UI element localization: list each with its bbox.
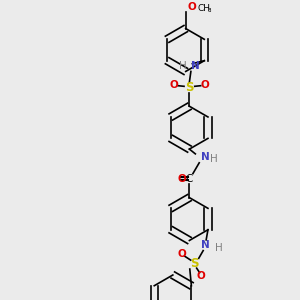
Text: N: N: [191, 61, 200, 71]
Text: N: N: [201, 152, 209, 162]
Text: S: S: [185, 81, 194, 94]
Text: H: H: [215, 243, 223, 253]
Text: O: O: [196, 271, 205, 281]
Text: CH: CH: [197, 4, 210, 13]
Text: O: O: [177, 174, 186, 184]
Text: H: H: [210, 154, 218, 164]
Text: C: C: [186, 174, 193, 184]
Text: O: O: [169, 80, 178, 90]
Text: O: O: [187, 2, 196, 12]
Text: ₃: ₃: [207, 5, 211, 14]
Text: S: S: [190, 257, 199, 270]
Text: O: O: [177, 249, 186, 259]
Text: O: O: [200, 80, 209, 90]
Text: N: N: [201, 240, 210, 250]
Text: H: H: [179, 61, 186, 71]
